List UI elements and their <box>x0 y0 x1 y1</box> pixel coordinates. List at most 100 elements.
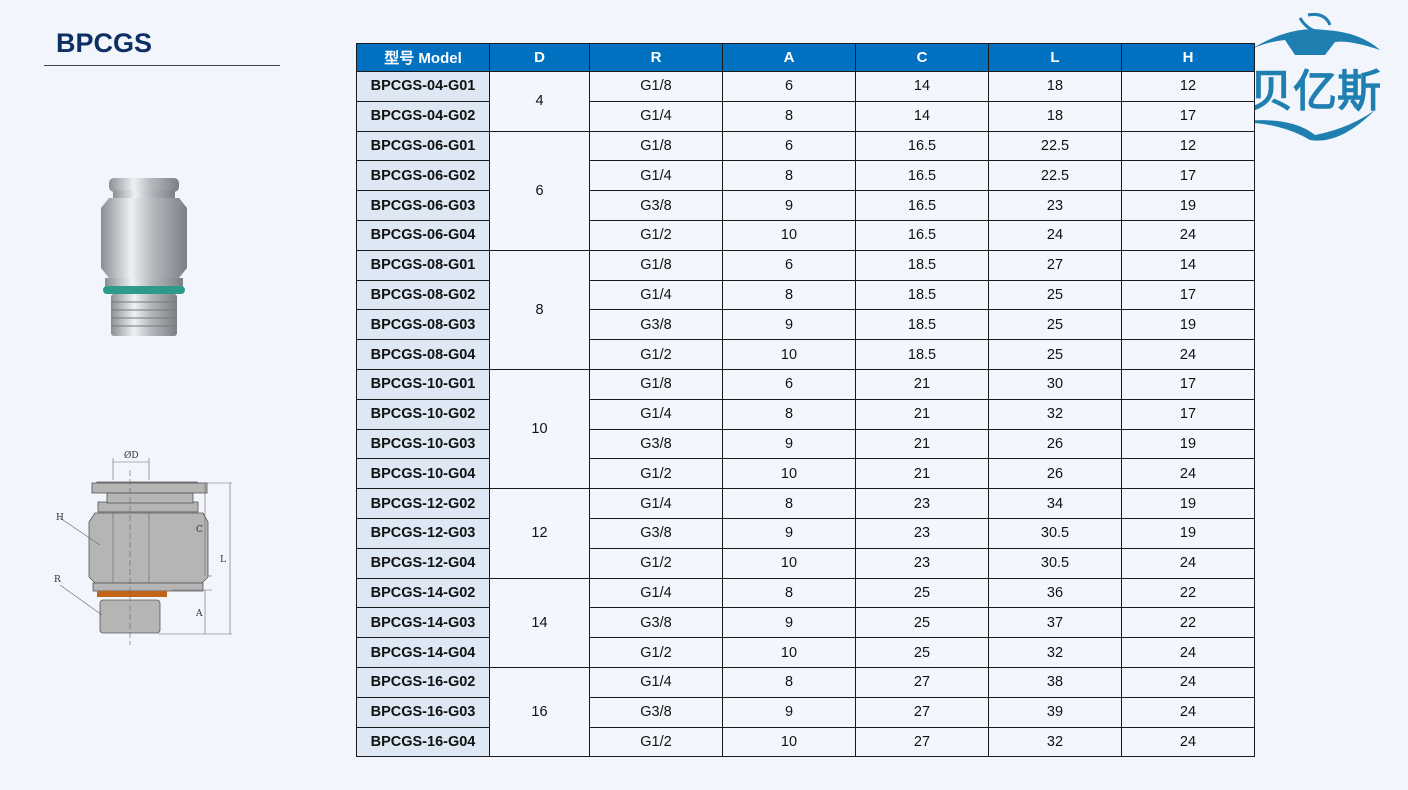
l-cell: 32 <box>988 637 1122 668</box>
model-cell: BPCGS-10-G03 <box>356 428 490 460</box>
l-cell: 26 <box>988 458 1122 490</box>
a-cell: 10 <box>722 637 856 668</box>
table-row: BPCGS-16-G02 16 G1/4 8 27 38 24 <box>356 666 1255 758</box>
model-cell: BPCGS-04-G01 <box>356 71 490 102</box>
a-cell: 8 <box>722 488 856 519</box>
a-cell: 10 <box>722 219 856 251</box>
c-cell: 25 <box>855 607 989 639</box>
table-header-row: 型号 Model D R A C L H <box>356 43 1255 72</box>
product-image <box>95 178 195 353</box>
a-cell: 8 <box>722 279 856 311</box>
l-cell: 25 <box>988 339 1122 370</box>
l-cell: 25 <box>988 309 1122 341</box>
h-cell: 19 <box>1121 190 1255 221</box>
model-cell: BPCGS-08-G02 <box>356 279 490 311</box>
c-cell: 23 <box>855 517 989 549</box>
a-cell: 8 <box>722 577 856 609</box>
model-cell: BPCGS-08-G03 <box>356 309 490 341</box>
c-cell: 27 <box>855 726 989 758</box>
table-row: BPCGS-14-G02 14 G1/4 8 25 36 22 <box>356 577 1255 668</box>
h-cell: 24 <box>1121 726 1255 758</box>
c-cell: 16.5 <box>855 130 989 162</box>
l-cell: 38 <box>988 666 1122 698</box>
r-cell: G1/4 <box>589 279 723 311</box>
r-cell: G1/8 <box>589 249 723 281</box>
l-cell: 30.5 <box>988 517 1122 549</box>
a-cell: 10 <box>722 547 856 579</box>
brand-logo: 贝亿斯 <box>1230 10 1400 155</box>
model-cell: BPCGS-06-G02 <box>356 160 490 192</box>
model-cell: BPCGS-08-G04 <box>356 339 490 370</box>
h-cell: 19 <box>1121 309 1255 341</box>
model-cell: BPCGS-14-G04 <box>356 637 490 668</box>
c-cell: 14 <box>855 100 989 132</box>
h-cell: 24 <box>1121 666 1255 698</box>
r-cell: G1/2 <box>589 339 723 370</box>
c-cell: 21 <box>855 458 989 490</box>
r-cell: G1/4 <box>589 398 723 430</box>
h-cell: 19 <box>1121 428 1255 460</box>
column-header: R <box>589 43 723 72</box>
l-cell: 24 <box>988 219 1122 251</box>
h-cell: 24 <box>1121 219 1255 251</box>
column-header: D <box>489 43 590 72</box>
table-row: BPCGS-16-G04 G1/2 10 27 32 24 <box>356 726 1255 758</box>
a-cell: 10 <box>722 726 856 758</box>
l-cell: 36 <box>988 577 1122 609</box>
h-cell: 22 <box>1121 577 1255 609</box>
model-cell: BPCGS-06-G01 <box>356 130 490 162</box>
a-cell: 6 <box>722 368 856 400</box>
model-cell: BPCGS-10-G01 <box>356 368 490 400</box>
table-row: BPCGS-12-G03 G3/8 9 23 30.5 19 <box>356 517 1255 549</box>
label-l: L <box>220 555 226 565</box>
a-cell: 9 <box>722 190 856 221</box>
h-cell: 24 <box>1121 339 1255 370</box>
h-cell: 17 <box>1121 100 1255 132</box>
c-cell: 21 <box>855 398 989 430</box>
page-title: BPCGS <box>56 28 153 58</box>
c-cell: 21 <box>855 368 989 400</box>
c-cell: 18.5 <box>855 249 989 281</box>
l-cell: 23 <box>988 190 1122 221</box>
h-cell: 17 <box>1121 368 1255 400</box>
l-cell: 39 <box>988 696 1122 728</box>
c-cell: 18.5 <box>855 339 989 370</box>
a-cell: 8 <box>722 100 856 132</box>
h-cell: 19 <box>1121 517 1255 549</box>
label-c: C <box>196 525 203 535</box>
table-row: BPCGS-14-G04 G1/2 10 25 32 24 <box>356 637 1255 668</box>
a-cell: 8 <box>722 160 856 192</box>
a-cell: 9 <box>722 696 856 728</box>
c-cell: 25 <box>855 577 989 609</box>
c-cell: 23 <box>855 547 989 579</box>
h-cell: 24 <box>1121 547 1255 579</box>
d-cell: 6 <box>489 130 590 251</box>
h-cell: 17 <box>1121 160 1255 192</box>
c-cell: 14 <box>855 71 989 102</box>
label-r: R <box>54 575 61 585</box>
table-row: BPCGS-10-G01 10 G1/8 6 21 30 17 <box>356 368 1255 490</box>
r-cell: G1/8 <box>589 71 723 102</box>
c-cell: 16.5 <box>855 219 989 251</box>
d-cell: 4 <box>489 71 590 132</box>
a-cell: 10 <box>722 339 856 370</box>
r-cell: G1/4 <box>589 100 723 132</box>
title-divider <box>44 65 280 66</box>
a-cell: 6 <box>722 130 856 162</box>
l-cell: 25 <box>988 279 1122 311</box>
table-row: BPCGS-08-G01 8 G1/8 6 18.5 27 14 <box>356 249 1255 370</box>
c-cell: 18.5 <box>855 309 989 341</box>
model-cell: BPCGS-06-G03 <box>356 190 490 221</box>
table-row: BPCGS-04-G02 G1/4 8 14 18 17 <box>356 100 1255 132</box>
h-cell: 24 <box>1121 637 1255 668</box>
r-cell: G3/8 <box>589 607 723 639</box>
h-cell: 24 <box>1121 696 1255 728</box>
l-cell: 32 <box>988 726 1122 758</box>
l-cell: 18 <box>988 71 1122 102</box>
r-cell: G3/8 <box>589 190 723 221</box>
r-cell: G1/2 <box>589 547 723 579</box>
r-cell: G1/2 <box>589 458 723 490</box>
model-cell: BPCGS-06-G04 <box>356 219 490 251</box>
h-cell: 12 <box>1121 130 1255 162</box>
a-cell: 9 <box>722 517 856 549</box>
